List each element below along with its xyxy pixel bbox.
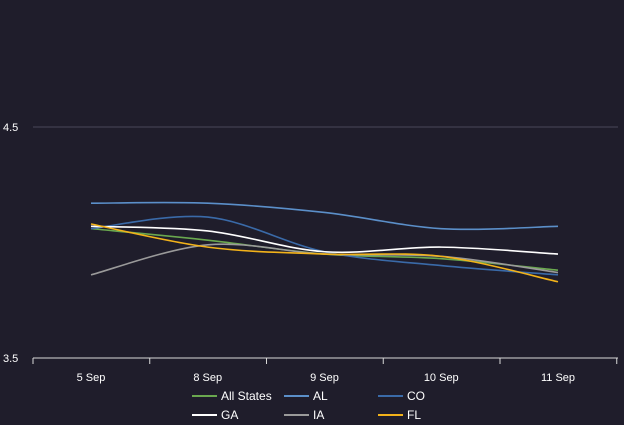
y-tick-label: 3.5 xyxy=(3,353,18,365)
legend-label: IA xyxy=(313,408,324,422)
legend-item: All States xyxy=(192,389,272,403)
legend-label: All States xyxy=(221,389,272,403)
x-tick-label: 9 Sep xyxy=(310,372,339,384)
legend: All States AL CO GA IA FL xyxy=(192,389,425,422)
legend-label: AL xyxy=(313,389,328,403)
x-tick-label: 11 Sep xyxy=(541,372,575,384)
axis-layer: 3.5 4.5 5 Sep 8 Sep 9 Sep 10 Sep 11 Sep xyxy=(3,122,618,384)
series-layer xyxy=(90,201,559,283)
legend-item: CO xyxy=(378,389,425,403)
series-line-fl xyxy=(90,223,559,283)
y-tick-label: 4.5 xyxy=(3,122,18,134)
legend-label: GA xyxy=(221,408,238,422)
x-tick-label: 10 Sep xyxy=(424,372,459,384)
legend-label: CO xyxy=(407,389,425,403)
legend-item: AL xyxy=(284,389,328,403)
x-tick-label: 8 Sep xyxy=(193,372,222,384)
series-line-co xyxy=(90,215,559,276)
x-tick-label: 5 Sep xyxy=(77,372,106,384)
legend-item: IA xyxy=(284,408,324,422)
legend-item: GA xyxy=(192,408,238,422)
series-line-ga xyxy=(90,225,559,255)
legend-label: FL xyxy=(407,408,421,422)
series-line-al xyxy=(90,201,559,231)
legend-item: FL xyxy=(378,408,421,422)
